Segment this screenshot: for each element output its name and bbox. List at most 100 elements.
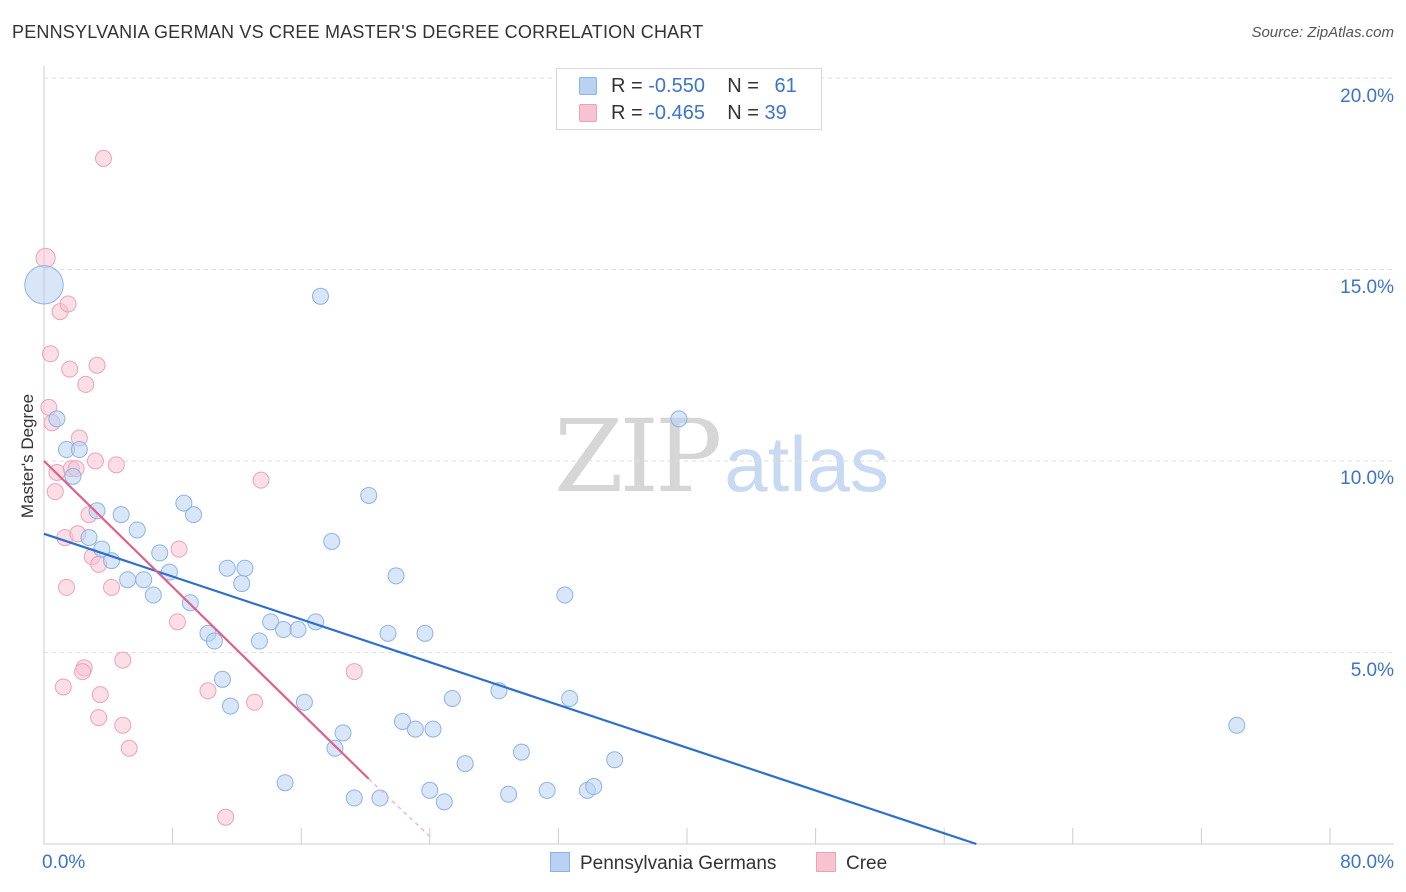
r-value: -0.465 <box>648 102 705 124</box>
cree-point <box>114 716 132 734</box>
pennsylvania-germans-point <box>64 467 82 485</box>
n-label: N = <box>727 102 765 124</box>
cree-point <box>58 578 76 596</box>
cree-point <box>168 613 186 631</box>
x-tick-label-min: 0.0% <box>42 852 86 873</box>
n-value: 39 <box>764 102 787 124</box>
cree-point <box>94 149 112 167</box>
pennsylvania-germans-point <box>345 789 363 807</box>
pennsylvania-germans-point <box>184 506 202 524</box>
cree-point <box>107 456 125 474</box>
cree-trendline-extension <box>368 778 431 837</box>
cree-point <box>91 686 109 704</box>
cree-point <box>120 739 138 757</box>
pennsylvania-germans-point <box>80 529 98 547</box>
pennsylvania-germans-point <box>326 739 344 757</box>
cree-trendline <box>43 460 370 780</box>
cree-point <box>86 452 104 470</box>
cree-point <box>217 808 235 826</box>
cree-point <box>41 345 59 363</box>
pennsylvania-germans-point <box>512 743 530 761</box>
pennsylvania-germans-point <box>128 521 146 539</box>
cree-point <box>46 483 64 501</box>
pennsylvania-germans-point <box>393 712 411 730</box>
cree-point <box>61 360 79 378</box>
pennsylvania-germans-point <box>406 720 424 738</box>
pennsylvania-germans-point <box>416 624 434 642</box>
legend-item-cree: Cree <box>816 852 887 875</box>
pennsylvania-germans-point <box>48 410 66 428</box>
pennsylvania-germans-point <box>561 689 579 707</box>
source-credit: Source: ZipAtlas.com <box>1251 24 1394 41</box>
y-tick-label: 10.0% <box>1340 468 1394 489</box>
pennsylvania-germans-point <box>295 693 313 711</box>
cree-point <box>114 651 132 669</box>
pennsylvania-germans-point <box>93 540 111 558</box>
cree-point <box>252 471 270 489</box>
pennsylvania-germans-point <box>213 670 231 688</box>
pennsylvania-germans-point <box>250 632 268 650</box>
stats-legend: R = -0.550 N = 61 R = -0.465 N = 39 <box>556 68 822 130</box>
n-value: 61 <box>774 75 797 97</box>
pennsylvania-germans-point <box>311 287 329 305</box>
y-tick-label: 20.0% <box>1340 86 1394 107</box>
pennsylvania-germans-point <box>151 544 169 562</box>
pennsylvania-germans-point <box>221 697 239 715</box>
pennsylvania-germans-point <box>175 494 193 512</box>
pennsylvania-germans-point <box>424 720 442 738</box>
pennsylvania-germans-point <box>456 755 474 773</box>
pennsylvania-germans-point <box>112 506 130 524</box>
y-axis-label: Master's Degree <box>18 393 37 519</box>
pennsylvania-germans-point <box>585 778 603 796</box>
watermark: ZIPatlas <box>554 398 889 515</box>
legend-label: Cree <box>846 853 888 874</box>
chart-title: PENNSYLVANIA GERMAN VS CREE MASTER'S DEG… <box>12 22 704 42</box>
r-label: R = <box>611 75 649 97</box>
pennsylvania-germans-point <box>88 502 106 520</box>
r-value: -0.550 <box>648 75 705 97</box>
pennsylvania-germans-point <box>1228 716 1246 734</box>
x-tick-label-max: 80.0% <box>1340 852 1394 873</box>
watermark-zip: ZIP <box>554 398 722 515</box>
cree-point <box>54 678 72 696</box>
pennsylvania-germans-point <box>275 621 293 639</box>
pennsylvania-germans-point <box>135 571 153 589</box>
pennsylvania-germans-point <box>119 571 137 589</box>
cree-point <box>35 247 56 269</box>
pennsylvania-germans-point <box>435 793 453 811</box>
pink-swatch <box>816 852 836 872</box>
cree-point <box>74 663 92 681</box>
pennsylvania-germans-point <box>421 781 439 799</box>
pennsylvania-germans-point <box>236 559 254 577</box>
r-label: R = <box>611 102 649 124</box>
pennsylvania-germans-point <box>371 789 389 807</box>
blue-swatch <box>550 852 570 872</box>
pennsylvania-germans-point <box>144 586 162 604</box>
pennsylvania-germans-point <box>606 751 624 769</box>
pennsylvania-germans-point <box>218 559 236 577</box>
cree-point <box>103 578 121 596</box>
cree-point <box>345 663 363 681</box>
watermark-atlas: atlas <box>724 420 890 508</box>
pennsylvania-germans-point <box>276 774 294 792</box>
pennsylvania-germans-point <box>387 567 405 585</box>
legend-label: Pennsylvania Germans <box>580 853 777 874</box>
y-tick-label: 5.0% <box>1350 660 1394 681</box>
pennsylvania-germans-point <box>379 624 397 642</box>
pennsylvania-germans-point <box>538 781 556 799</box>
cree-point <box>88 356 106 374</box>
cree-point <box>59 295 77 313</box>
pennsylvania-germans-point <box>334 724 352 742</box>
pennsylvania-germans-point <box>233 575 251 593</box>
pennsylvania-germans-point <box>70 441 88 459</box>
pennsylvania-germans-point <box>360 486 378 504</box>
pennsylvania-germans-point <box>24 265 64 305</box>
blue-swatch <box>579 77 597 95</box>
stats-text: R = -0.465 N = 39 <box>611 102 787 125</box>
stats-text: R = -0.550 N = 61 <box>611 75 797 98</box>
pennsylvania-germans-point <box>323 532 341 550</box>
pennsylvania-germans-point <box>289 621 307 639</box>
pennsylvania-germans-point <box>670 410 688 428</box>
pennsylvania-germans-point <box>262 613 280 631</box>
